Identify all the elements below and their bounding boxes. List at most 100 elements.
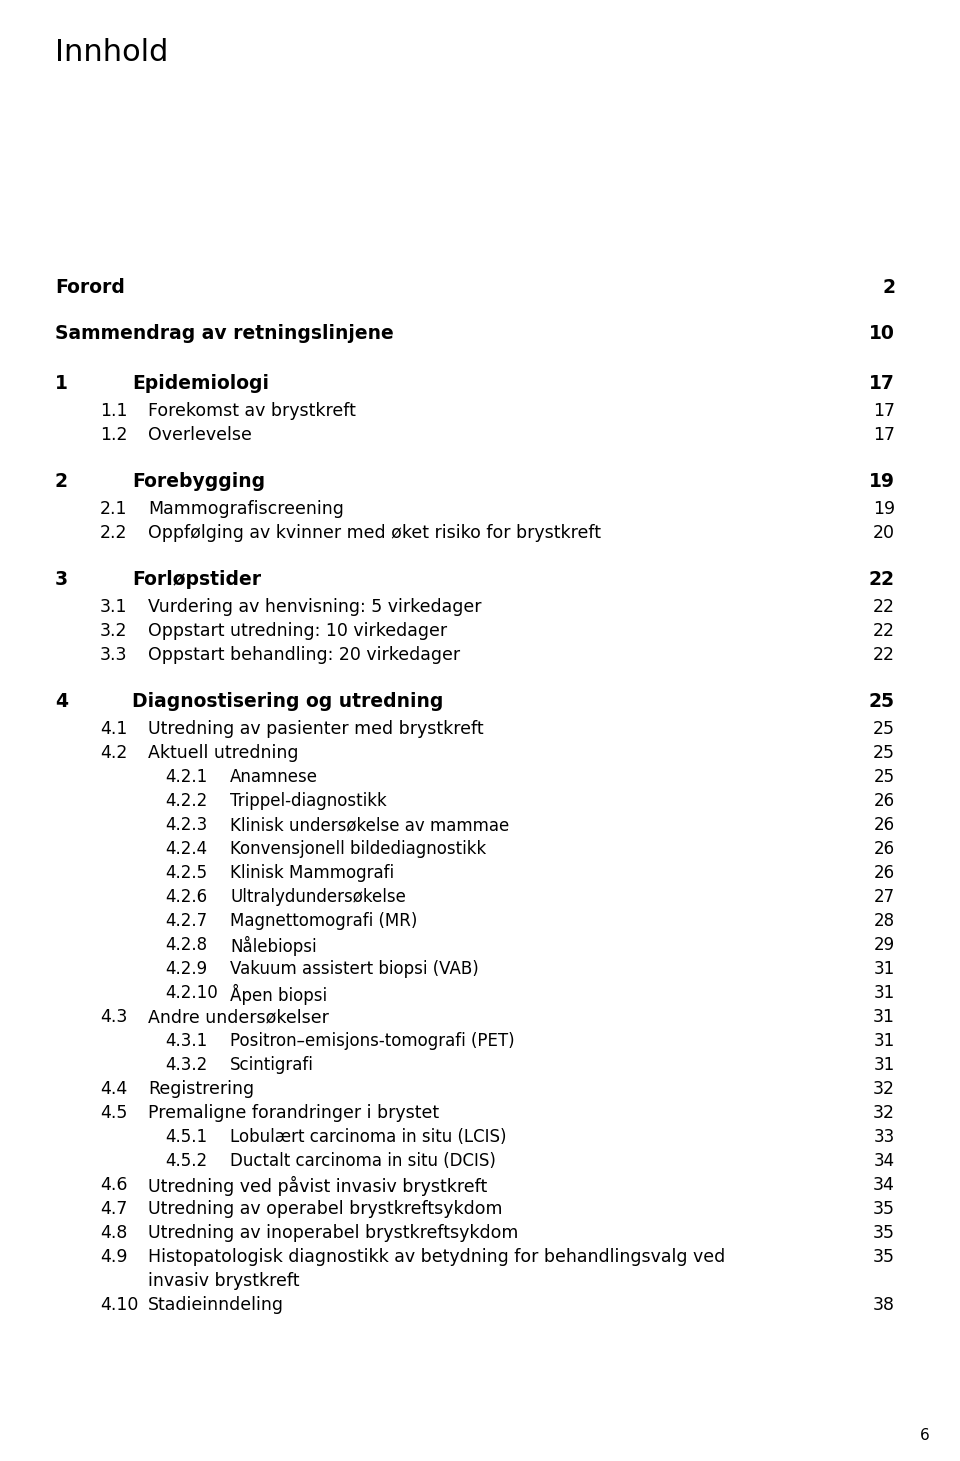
Text: Registrering: Registrering <box>148 1080 254 1099</box>
Text: 35: 35 <box>873 1199 895 1218</box>
Text: 4.7: 4.7 <box>100 1199 128 1218</box>
Text: 3.2: 3.2 <box>100 622 128 640</box>
Text: 4.2.2: 4.2.2 <box>165 792 207 809</box>
Text: Forekomst av brystkreft: Forekomst av brystkreft <box>148 402 356 419</box>
Text: Sammendrag av retningslinjene: Sammendrag av retningslinjene <box>55 324 394 343</box>
Text: Forord: Forord <box>55 278 125 297</box>
Text: Histopatologisk diagnostikk av betydning for behandlingsvalg ved: Histopatologisk diagnostikk av betydning… <box>148 1248 725 1267</box>
Text: 25: 25 <box>873 744 895 763</box>
Text: 29: 29 <box>874 937 895 954</box>
Text: 31: 31 <box>874 1056 895 1074</box>
Text: Overlevelse: Overlevelse <box>148 427 252 444</box>
Text: Ultralydundersøkelse: Ultralydundersøkelse <box>230 888 406 906</box>
Text: 4.2.1: 4.2.1 <box>165 768 207 786</box>
Text: 34: 34 <box>874 1153 895 1170</box>
Text: 33: 33 <box>874 1128 895 1145</box>
Text: 6: 6 <box>921 1427 930 1443</box>
Text: Forebygging: Forebygging <box>132 472 265 491</box>
Text: 25: 25 <box>873 720 895 738</box>
Text: 4.8: 4.8 <box>100 1224 128 1242</box>
Text: 38: 38 <box>873 1296 895 1313</box>
Text: 28: 28 <box>874 912 895 931</box>
Text: 31: 31 <box>874 1031 895 1050</box>
Text: 4.2.5: 4.2.5 <box>165 863 207 882</box>
Text: Vurdering av henvisning: 5 virkedager: Vurdering av henvisning: 5 virkedager <box>148 598 482 617</box>
Text: 17: 17 <box>869 374 895 393</box>
Text: Lobulært carcinoma in situ (LCIS): Lobulært carcinoma in situ (LCIS) <box>230 1128 507 1145</box>
Text: 4.2.6: 4.2.6 <box>165 888 207 906</box>
Text: Utredning av inoperabel brystkreftsykdom: Utredning av inoperabel brystkreftsykdom <box>148 1224 518 1242</box>
Text: Magnettomografi (MR): Magnettomografi (MR) <box>230 912 418 931</box>
Text: Mammografiscreening: Mammografiscreening <box>148 500 344 519</box>
Text: 4.5.1: 4.5.1 <box>165 1128 207 1145</box>
Text: 3: 3 <box>55 570 68 589</box>
Text: 1.2: 1.2 <box>100 427 128 444</box>
Text: 31: 31 <box>874 960 895 977</box>
Text: Forløpstider: Forløpstider <box>132 570 261 589</box>
Text: Trippel-diagnostikk: Trippel-diagnostikk <box>230 792 387 809</box>
Text: 2.2: 2.2 <box>100 524 128 542</box>
Text: 31: 31 <box>874 985 895 1002</box>
Text: 35: 35 <box>873 1248 895 1267</box>
Text: 4.2: 4.2 <box>100 744 128 763</box>
Text: Konvensjonell bildediagnostikk: Konvensjonell bildediagnostikk <box>230 840 487 858</box>
Text: 4.2.7: 4.2.7 <box>165 912 207 931</box>
Text: Andre undersøkelser: Andre undersøkelser <box>148 1008 329 1026</box>
Text: 4.5: 4.5 <box>100 1105 128 1122</box>
Text: 19: 19 <box>869 472 895 491</box>
Text: 4.3.2: 4.3.2 <box>165 1056 207 1074</box>
Text: 4.2.8: 4.2.8 <box>165 937 207 954</box>
Text: 4.4: 4.4 <box>100 1080 128 1099</box>
Text: 32: 32 <box>873 1105 895 1122</box>
Text: 31: 31 <box>873 1008 895 1026</box>
Text: 4.2.9: 4.2.9 <box>165 960 207 977</box>
Text: Utredning av pasienter med brystkreft: Utredning av pasienter med brystkreft <box>148 720 484 738</box>
Text: 22: 22 <box>869 570 895 589</box>
Text: 3.1: 3.1 <box>100 598 128 617</box>
Text: Stadieinndeling: Stadieinndeling <box>148 1296 284 1313</box>
Text: Diagnostisering og utredning: Diagnostisering og utredning <box>132 693 444 712</box>
Text: 2.1: 2.1 <box>100 500 128 519</box>
Text: 35: 35 <box>873 1224 895 1242</box>
Text: Anamnese: Anamnese <box>230 768 318 786</box>
Text: Premaligne forandringer i brystet: Premaligne forandringer i brystet <box>148 1105 439 1122</box>
Text: Oppfølging av kvinner med øket risiko for brystkreft: Oppfølging av kvinner med øket risiko fo… <box>148 524 601 542</box>
Text: 26: 26 <box>874 863 895 882</box>
Text: 4.2.4: 4.2.4 <box>165 840 207 858</box>
Text: Klinisk undersøkelse av mammae: Klinisk undersøkelse av mammae <box>230 817 509 834</box>
Text: Nålebiopsi: Nålebiopsi <box>230 937 317 955</box>
Text: 32: 32 <box>873 1080 895 1099</box>
Text: 4.5.2: 4.5.2 <box>165 1153 207 1170</box>
Text: Positron–emisjons-tomografi (PET): Positron–emisjons-tomografi (PET) <box>230 1031 515 1050</box>
Text: 4.1: 4.1 <box>100 720 128 738</box>
Text: Utredning ved påvist invasiv brystkreft: Utredning ved påvist invasiv brystkreft <box>148 1176 488 1197</box>
Text: Epidemiologi: Epidemiologi <box>132 374 269 393</box>
Text: 4.3: 4.3 <box>100 1008 128 1026</box>
Text: 26: 26 <box>874 792 895 809</box>
Text: Innhold: Innhold <box>55 38 168 67</box>
Text: Åpen biopsi: Åpen biopsi <box>230 985 327 1005</box>
Text: 3.3: 3.3 <box>100 646 128 663</box>
Text: 22: 22 <box>873 646 895 663</box>
Text: 26: 26 <box>874 840 895 858</box>
Text: 22: 22 <box>873 598 895 617</box>
Text: Aktuell utredning: Aktuell utredning <box>148 744 299 763</box>
Text: 4: 4 <box>55 693 68 712</box>
Text: 27: 27 <box>874 888 895 906</box>
Text: 2: 2 <box>55 472 68 491</box>
Text: Scintigrafi: Scintigrafi <box>230 1056 314 1074</box>
Text: 17: 17 <box>873 402 895 419</box>
Text: 17: 17 <box>873 427 895 444</box>
Text: invasiv brystkreft: invasiv brystkreft <box>148 1273 300 1290</box>
Text: 4.2.10: 4.2.10 <box>165 985 218 1002</box>
Text: 4.2.3: 4.2.3 <box>165 817 207 834</box>
Text: Oppstart utredning: 10 virkedager: Oppstart utredning: 10 virkedager <box>148 622 447 640</box>
Text: 25: 25 <box>874 768 895 786</box>
Text: 1.1: 1.1 <box>100 402 128 419</box>
Text: 4.9: 4.9 <box>100 1248 128 1267</box>
Text: 22: 22 <box>873 622 895 640</box>
Text: Utredning av operabel brystkreftsykdom: Utredning av operabel brystkreftsykdom <box>148 1199 502 1218</box>
Text: 10: 10 <box>869 324 895 343</box>
Text: Oppstart behandling: 20 virkedager: Oppstart behandling: 20 virkedager <box>148 646 460 663</box>
Text: 4.3.1: 4.3.1 <box>165 1031 207 1050</box>
